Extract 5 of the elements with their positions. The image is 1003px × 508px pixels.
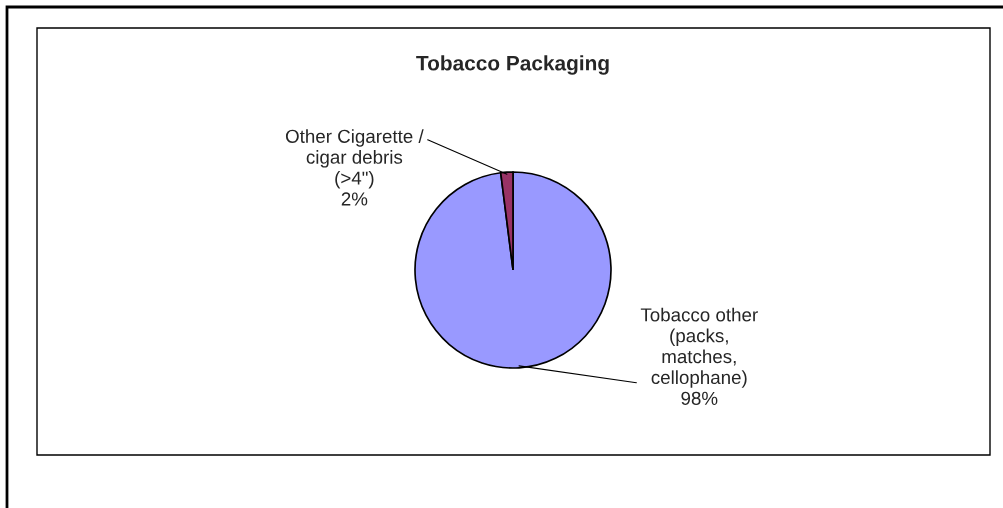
chart-title: Tobacco Packaging xyxy=(416,55,609,75)
slice-label: Other Cigarette / cigar debris (>4") xyxy=(285,129,424,189)
data-label: 2% xyxy=(341,192,368,206)
slice-label: Tobacco other (packs, matches, cellophane) xyxy=(640,307,758,388)
data-label: 98% xyxy=(681,391,718,405)
